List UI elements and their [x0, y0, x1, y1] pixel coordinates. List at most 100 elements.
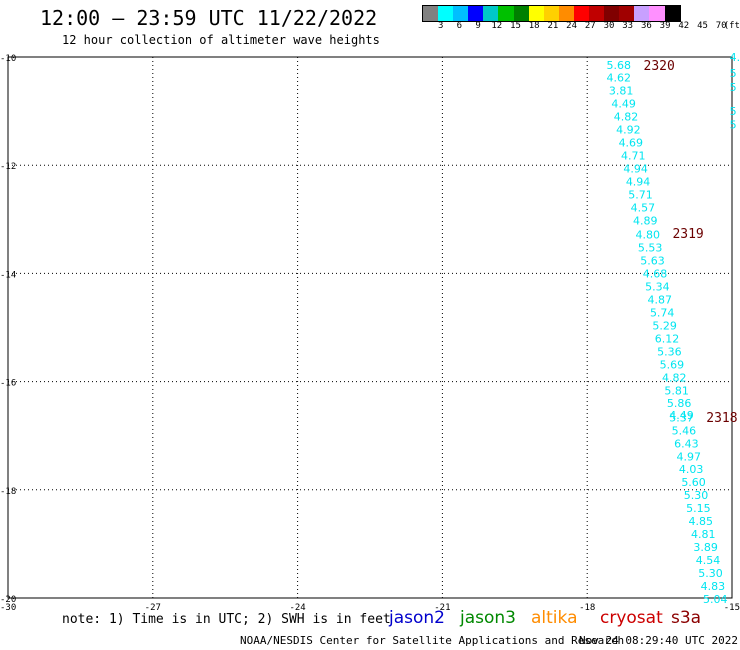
- wave-height-point: 4.82: [662, 371, 687, 384]
- y-tick-label: -10: [0, 54, 16, 64]
- satellite-legend-altika: altika: [531, 608, 578, 628]
- x-tick-label: -15: [724, 603, 740, 613]
- wave-height-point: 5.36: [657, 345, 682, 358]
- wave-height-point: 4.80: [635, 228, 660, 241]
- wave-height-point: 3.89: [693, 541, 718, 554]
- wave-height-point: 4.49: [669, 409, 694, 422]
- wave-height-point: 4.03: [679, 463, 704, 476]
- satellite-legend-jason3: jason3: [460, 608, 516, 628]
- y-tick-label: -20: [0, 595, 16, 605]
- color-scale-label: 30: [603, 21, 615, 31]
- wave-height-point: 5: [730, 81, 737, 94]
- page-subtitle: 12 hour collection of altimeter wave hei…: [62, 33, 380, 47]
- wave-height-point: 4.97: [676, 450, 701, 463]
- color-scale-label: 6: [456, 21, 463, 31]
- satellite-legend-cryosat: cryosat: [600, 608, 663, 628]
- agency-credit: NOAA/NESDIS Center for Satellite Applica…: [240, 634, 625, 647]
- color-swatch: [453, 6, 469, 21]
- wave-height-point: 4.57: [631, 201, 656, 214]
- track-time-label: 2318: [706, 411, 737, 426]
- y-tick-label: -18: [0, 487, 16, 497]
- plot-frame: [7, 56, 733, 599]
- wave-height-point: 4.81: [691, 528, 716, 541]
- color-scale-label: 18: [528, 21, 540, 31]
- wave-height-point: 5.30: [684, 489, 709, 502]
- color-swatch: [558, 6, 574, 21]
- color-scale-label: 42: [678, 21, 690, 31]
- color-scale-label: 12: [491, 21, 503, 31]
- color-swatch: [619, 6, 635, 21]
- wave-height-point: 4.83: [701, 580, 726, 593]
- wave-height-point: 4.94: [626, 175, 651, 188]
- color-swatch: [438, 6, 454, 21]
- wave-height-point: 4.92: [616, 123, 641, 136]
- color-scale-label: 45: [697, 21, 708, 31]
- wave-height-point: 5.63: [640, 254, 665, 267]
- wave-height-point: 5.29: [652, 319, 677, 332]
- color-scale-label: 9: [475, 21, 481, 31]
- color-swatch: [528, 6, 544, 21]
- x-tick-label: -27: [145, 603, 161, 613]
- y-tick-label: -12: [0, 162, 16, 172]
- generated-timestamp: Nov 24 08:29:40 UTC 2022: [579, 634, 738, 647]
- color-scale-label: 27: [584, 21, 596, 31]
- satellite-legend-s3a: s3a: [671, 608, 702, 628]
- wave-height-point: 5: [730, 105, 737, 118]
- color-swatch: [649, 6, 665, 21]
- color-swatch: [589, 6, 605, 21]
- wave-height-point: 4.89: [633, 214, 658, 227]
- wave-height-point: 6.12: [655, 332, 680, 345]
- wave-height-point: 5: [730, 67, 737, 80]
- wave-height-point: 3.81: [609, 85, 634, 98]
- color-swatch: [573, 6, 590, 21]
- color-swatch: [513, 6, 529, 21]
- wave-height-point: 5.68: [607, 59, 632, 72]
- color-scale-label: 33: [622, 21, 634, 31]
- color-scale-label: 21: [547, 21, 559, 31]
- wave-height-point: 4.49: [611, 98, 636, 111]
- satellite-legend-jason2: jason2: [389, 608, 445, 628]
- color-scale-label: 39: [659, 21, 671, 31]
- color-swatch: [634, 6, 650, 21]
- wave-height-point: 5.15: [686, 502, 711, 515]
- wave-height-point: 4.82: [614, 111, 639, 124]
- wave-height-point: 4.87: [648, 293, 673, 306]
- wave-height-point: 5.86: [667, 397, 692, 410]
- wave-height-point: 4.: [730, 51, 740, 64]
- color-swatch: [423, 6, 439, 21]
- color-scale-label: 3: [437, 21, 444, 31]
- wave-height-point: 5: [730, 119, 737, 132]
- wave-height-point: 5.71: [628, 188, 653, 201]
- color-swatch: [498, 6, 514, 21]
- wave-height-point: 5.34: [645, 280, 670, 293]
- wave-height-point: 4.68: [643, 267, 668, 280]
- wave-height-point: 5.69: [660, 358, 685, 371]
- wave-height-point: 4.69: [619, 136, 644, 149]
- color-swatch: [483, 6, 499, 21]
- track-time-label: 2319: [672, 227, 703, 242]
- color-scale-label: (ft): [723, 21, 740, 31]
- color-scale-label: 70: [715, 21, 727, 31]
- wave-height-point: 6.43: [674, 437, 699, 450]
- units-note: note: 1) Time is in UTC; 2) SWH is in fe…: [62, 612, 391, 627]
- x-tick-label: -24: [289, 603, 305, 613]
- wave-height-point: 5.30: [698, 567, 723, 580]
- x-tick-label: -21: [434, 603, 450, 613]
- wave-height-point: 4.85: [689, 515, 714, 528]
- color-scale-label: 15: [510, 21, 521, 31]
- wave-height-point: 4.54: [696, 554, 721, 567]
- wave-height-point: 4.94: [623, 162, 648, 175]
- x-tick-label: -18: [579, 603, 595, 613]
- track-time-label: 2320: [644, 59, 675, 74]
- wave-height-point: 5.81: [664, 384, 689, 397]
- y-tick-label: -16: [0, 379, 16, 389]
- page-title: 12:00 – 23:59 UTC 11/22/2022: [40, 6, 378, 30]
- wave-height-point: 5.46: [672, 424, 697, 437]
- color-scale-label: 24: [566, 21, 578, 31]
- color-swatch: [543, 6, 559, 21]
- y-tick-label: -14: [0, 270, 16, 280]
- color-swatch: [468, 6, 484, 21]
